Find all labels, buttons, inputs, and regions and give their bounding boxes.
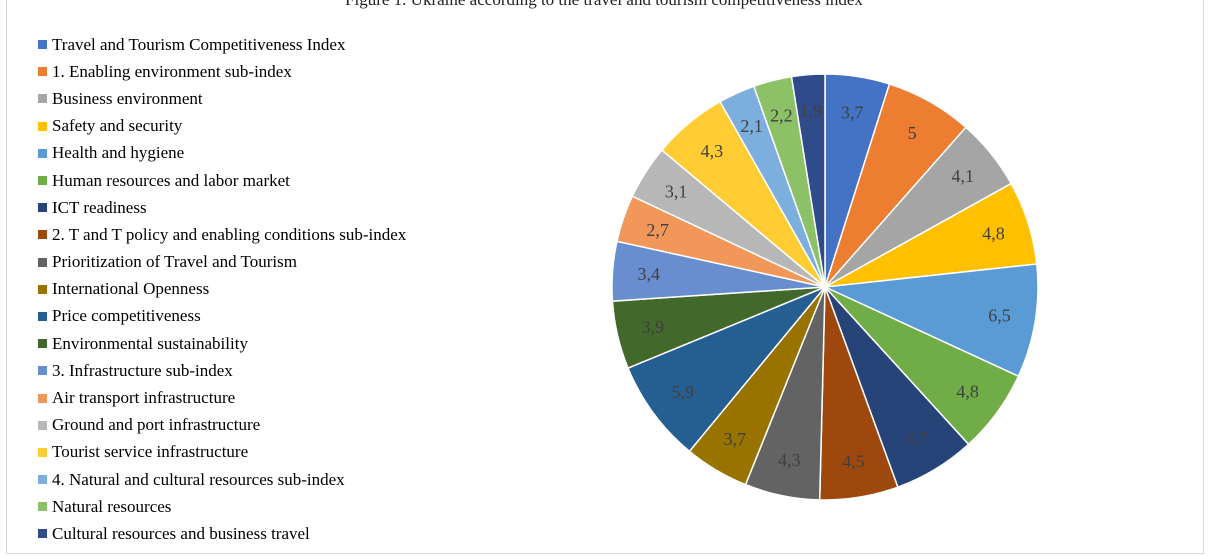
legend-swatch: [38, 366, 47, 376]
legend-label: 2. T and T policy and enabling condition…: [52, 224, 407, 244]
legend-label: 3. Infrastructure sub-index: [52, 360, 233, 380]
legend-label: 1. Enabling environment sub-index: [52, 61, 292, 81]
legend-item: Tourist service infrastructure: [38, 439, 406, 466]
data-label: 6,5: [988, 306, 1011, 326]
legend-label: Business environment: [52, 88, 203, 108]
data-label: 4,7: [905, 428, 928, 448]
pie-slice: [790, 73, 826, 288]
legend-item: Air transport infrastructure: [38, 384, 406, 411]
legend-item: Business environment: [38, 85, 406, 112]
legend-swatch: [38, 502, 47, 512]
data-label: 5: [908, 123, 917, 143]
data-label: 3,1: [665, 182, 688, 202]
legend-swatch: [38, 447, 47, 457]
legend-item: Prioritization of Travel and Tourism: [38, 249, 406, 276]
legend-label: ICT readiness: [52, 197, 147, 217]
legend-item: 2. T and T policy and enabling condition…: [38, 221, 406, 248]
chart-legend: Travel and Tourism Competitiveness Index…: [38, 31, 406, 548]
data-label: 4,3: [701, 141, 724, 161]
legend-label: Safety and security: [52, 116, 183, 136]
pie-slice: [822, 263, 1039, 378]
legend-swatch: [38, 420, 47, 430]
pie-slice: [627, 286, 826, 453]
legend-label: Health and hygiene: [52, 143, 185, 163]
legend-label: Tourist service infrastructure: [52, 442, 249, 462]
legend-label: Travel and Tourism Competitiveness Index: [52, 34, 346, 54]
legend-swatch: [38, 148, 47, 158]
legend-label: Cultural resources and business travel: [52, 523, 310, 543]
chart-title: Figure 1. Ukraine according to the trave…: [0, 0, 1208, 10]
legend-label: Air transport infrastructure: [52, 388, 236, 408]
data-label: 3,7: [723, 429, 746, 449]
legend-swatch: [38, 121, 47, 131]
data-label: 4,8: [956, 381, 979, 401]
legend-item: 1. Enabling environment sub-index: [38, 58, 406, 85]
legend-swatch: [38, 67, 47, 77]
data-label: 3,7: [841, 102, 864, 122]
legend-swatch: [38, 176, 47, 186]
legend-label: 4. Natural and cultural resources sub-in…: [52, 469, 345, 489]
data-label: 5,9: [672, 382, 695, 402]
legend-item: Price competitiveness: [38, 303, 406, 330]
legend-item: Human resources and labor market: [38, 167, 406, 194]
chart-area: [6, 0, 1204, 554]
legend-label: Price competitiveness: [52, 306, 201, 326]
legend-item: 4. Natural and cultural resources sub-in…: [38, 466, 406, 493]
legend-label: Human resources and labor market: [52, 170, 290, 190]
legend-swatch: [38, 393, 47, 403]
legend-swatch: [38, 257, 47, 267]
legend-swatch: [38, 284, 47, 294]
legend-swatch: [38, 311, 47, 321]
data-label: 2,2: [770, 106, 793, 126]
data-label: 4,1: [952, 166, 975, 186]
data-label: 3,4: [637, 264, 660, 284]
legend-label: Environmental sustainability: [52, 333, 248, 353]
legend-swatch: [38, 475, 47, 485]
legend-label: International Openness: [52, 279, 210, 299]
legend-swatch: [38, 203, 47, 213]
legend-item: Environmental sustainability: [38, 330, 406, 357]
legend-item: Natural resources: [38, 493, 406, 520]
legend-item: Ground and port infrastructure: [38, 412, 406, 439]
data-label: 1,9: [800, 101, 823, 121]
data-label: 4,5: [842, 451, 865, 471]
legend-label: Natural resources: [52, 496, 172, 516]
legend-swatch: [38, 230, 47, 240]
legend-item: Travel and Tourism Competitiveness Index: [38, 31, 406, 58]
legend-item: 3. Infrastructure sub-index: [38, 357, 406, 384]
legend-item: International Openness: [38, 276, 406, 303]
legend-swatch: [38, 40, 47, 50]
legend-item: ICT readiness: [38, 194, 406, 221]
legend-label: Ground and port infrastructure: [52, 415, 261, 435]
legend-item: Health and hygiene: [38, 140, 406, 167]
data-label: 3,9: [642, 317, 665, 337]
legend-item: Cultural resources and business travel: [38, 520, 406, 547]
legend-swatch: [38, 339, 47, 349]
legend-item: Safety and security: [38, 113, 406, 140]
data-label: 2,1: [740, 116, 763, 136]
legend-swatch: [38, 94, 47, 104]
legend-swatch: [38, 529, 47, 539]
legend-label: Prioritization of Travel and Tourism: [52, 252, 297, 272]
data-label: 4,3: [778, 450, 801, 470]
data-label: 4,8: [982, 223, 1005, 243]
data-label: 2,7: [646, 220, 669, 240]
